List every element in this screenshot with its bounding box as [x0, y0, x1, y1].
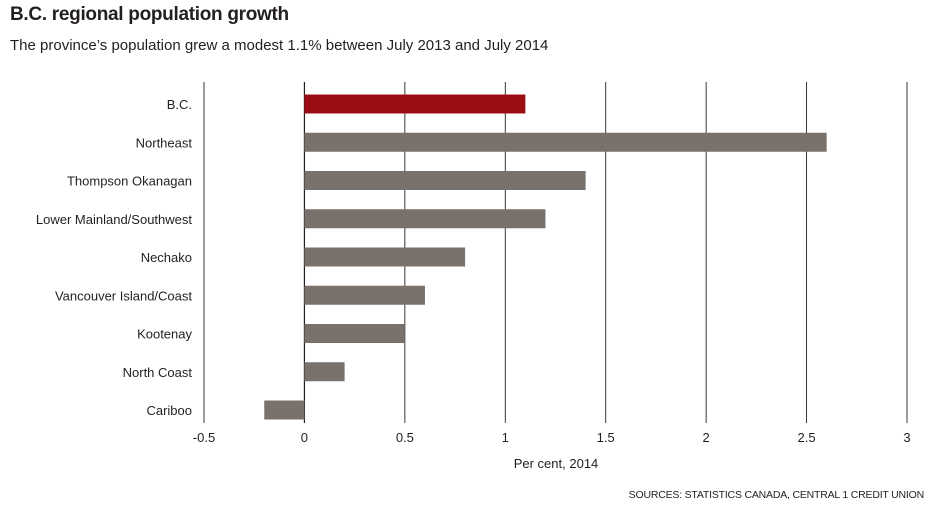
- bar: [304, 285, 425, 305]
- bar: [304, 209, 546, 229]
- bar: [304, 324, 405, 343]
- bar: [304, 247, 466, 267]
- chart-title: B.C. regional population growth: [10, 4, 289, 25]
- bars: [264, 94, 827, 420]
- x-axis-title: Per cent, 2014: [514, 456, 599, 471]
- category-label: Cariboo: [146, 403, 192, 418]
- bar: [304, 94, 526, 114]
- category-label: Vancouver Island/Coast: [55, 288, 192, 303]
- category-labels: B.C. Northeast Thompson Okanagan Lower Main…: [36, 97, 193, 418]
- category-label: Nechako: [141, 250, 192, 265]
- x-tick-label: 0: [301, 430, 308, 445]
- source-note: SOURCES: STATISTICS CANADA, CENTRAL 1 CR…: [628, 489, 925, 501]
- x-tick-label: 2.5: [798, 430, 816, 445]
- x-tick-labels: -0.5 0 0.5 1 1.5 2 2.5 3: [193, 430, 911, 445]
- x-tick-label: 2: [703, 430, 710, 445]
- x-tick-label: -0.5: [193, 430, 215, 445]
- bar: [304, 171, 586, 190]
- bar: [304, 362, 345, 382]
- category-label: B.C.: [167, 97, 192, 112]
- bar: [304, 132, 827, 152]
- x-tick-label: 3: [903, 430, 910, 445]
- category-label: Lower Mainland/Southwest: [36, 212, 192, 227]
- x-tick-label: 0.5: [396, 430, 414, 445]
- category-label: Thompson Okanagan: [67, 174, 192, 189]
- category-label: Kootenay: [137, 327, 192, 342]
- bar: [264, 400, 305, 420]
- x-tick-label: 1.5: [597, 430, 615, 445]
- category-label: Northeast: [136, 135, 193, 150]
- chart-subtitle: The province’s population grew a modest …: [10, 37, 549, 54]
- category-label: North Coast: [123, 365, 193, 380]
- x-tick-label: 1: [502, 430, 509, 445]
